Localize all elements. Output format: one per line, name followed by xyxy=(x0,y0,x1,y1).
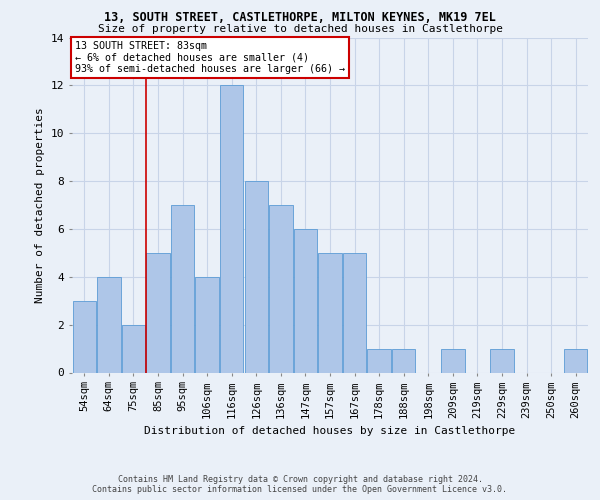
Bar xyxy=(564,348,587,372)
Bar xyxy=(367,348,391,372)
Text: 13 SOUTH STREET: 83sqm
← 6% of detached houses are smaller (4)
93% of semi-detac: 13 SOUTH STREET: 83sqm ← 6% of detached … xyxy=(74,41,344,74)
Bar xyxy=(146,253,170,372)
Y-axis label: Number of detached properties: Number of detached properties xyxy=(35,107,46,303)
Text: Size of property relative to detached houses in Castlethorpe: Size of property relative to detached ho… xyxy=(97,24,503,34)
Bar xyxy=(392,348,415,372)
Bar xyxy=(73,300,96,372)
Bar xyxy=(441,348,464,372)
Bar xyxy=(294,229,317,372)
Bar xyxy=(490,348,514,372)
Text: Contains HM Land Registry data © Crown copyright and database right 2024.
Contai: Contains HM Land Registry data © Crown c… xyxy=(92,474,508,494)
Bar xyxy=(269,205,293,372)
Bar xyxy=(122,324,145,372)
Text: 13, SOUTH STREET, CASTLETHORPE, MILTON KEYNES, MK19 7EL: 13, SOUTH STREET, CASTLETHORPE, MILTON K… xyxy=(104,11,496,24)
Bar xyxy=(171,205,194,372)
Bar xyxy=(220,86,244,372)
Bar xyxy=(97,277,121,372)
Bar xyxy=(319,253,341,372)
Bar xyxy=(245,181,268,372)
Bar xyxy=(196,277,219,372)
X-axis label: Distribution of detached houses by size in Castlethorpe: Distribution of detached houses by size … xyxy=(145,426,515,436)
Bar xyxy=(343,253,366,372)
